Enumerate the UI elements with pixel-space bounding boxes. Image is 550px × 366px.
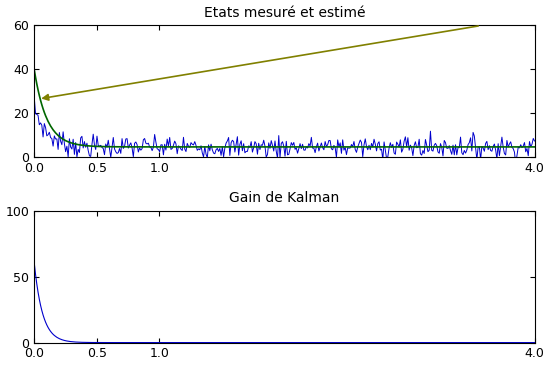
Title: Etats mesuré et estimé: Etats mesuré et estimé: [204, 5, 365, 19]
Title: Gain de Kalman: Gain de Kalman: [229, 191, 339, 205]
